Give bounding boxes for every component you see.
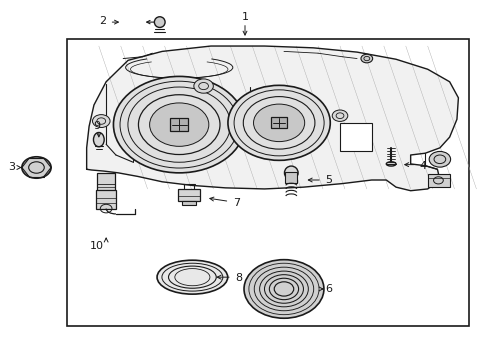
Text: 4: 4 bbox=[419, 161, 427, 171]
Ellipse shape bbox=[94, 132, 104, 147]
Circle shape bbox=[194, 79, 213, 93]
Bar bbox=[340, 123, 372, 152]
Circle shape bbox=[22, 157, 51, 178]
Polygon shape bbox=[87, 46, 459, 191]
Circle shape bbox=[361, 54, 373, 63]
Text: 10: 10 bbox=[89, 241, 103, 251]
Circle shape bbox=[149, 103, 209, 146]
Text: 6: 6 bbox=[325, 284, 332, 294]
Circle shape bbox=[93, 114, 110, 127]
Bar bbox=[178, 189, 200, 202]
Ellipse shape bbox=[285, 166, 298, 180]
Bar bbox=[97, 190, 116, 208]
Text: 1: 1 bbox=[242, 12, 248, 22]
Circle shape bbox=[114, 76, 245, 173]
Ellipse shape bbox=[386, 162, 396, 166]
Text: 2: 2 bbox=[99, 16, 106, 26]
Circle shape bbox=[429, 152, 451, 167]
Text: 7: 7 bbox=[233, 198, 240, 208]
Circle shape bbox=[253, 104, 305, 141]
Text: 9: 9 bbox=[93, 121, 100, 131]
Circle shape bbox=[332, 110, 348, 121]
Circle shape bbox=[244, 260, 324, 318]
Ellipse shape bbox=[157, 260, 228, 294]
Bar bbox=[182, 201, 196, 205]
Text: 5: 5 bbox=[325, 175, 332, 185]
Ellipse shape bbox=[154, 17, 165, 27]
Bar bbox=[170, 118, 189, 131]
Bar bbox=[67, 39, 469, 327]
Bar bbox=[428, 174, 450, 187]
Bar bbox=[98, 173, 115, 191]
Text: 8: 8 bbox=[235, 273, 243, 283]
Bar bbox=[286, 172, 297, 183]
Text: 3: 3 bbox=[9, 162, 16, 172]
Bar bbox=[271, 117, 287, 129]
Circle shape bbox=[228, 85, 330, 160]
